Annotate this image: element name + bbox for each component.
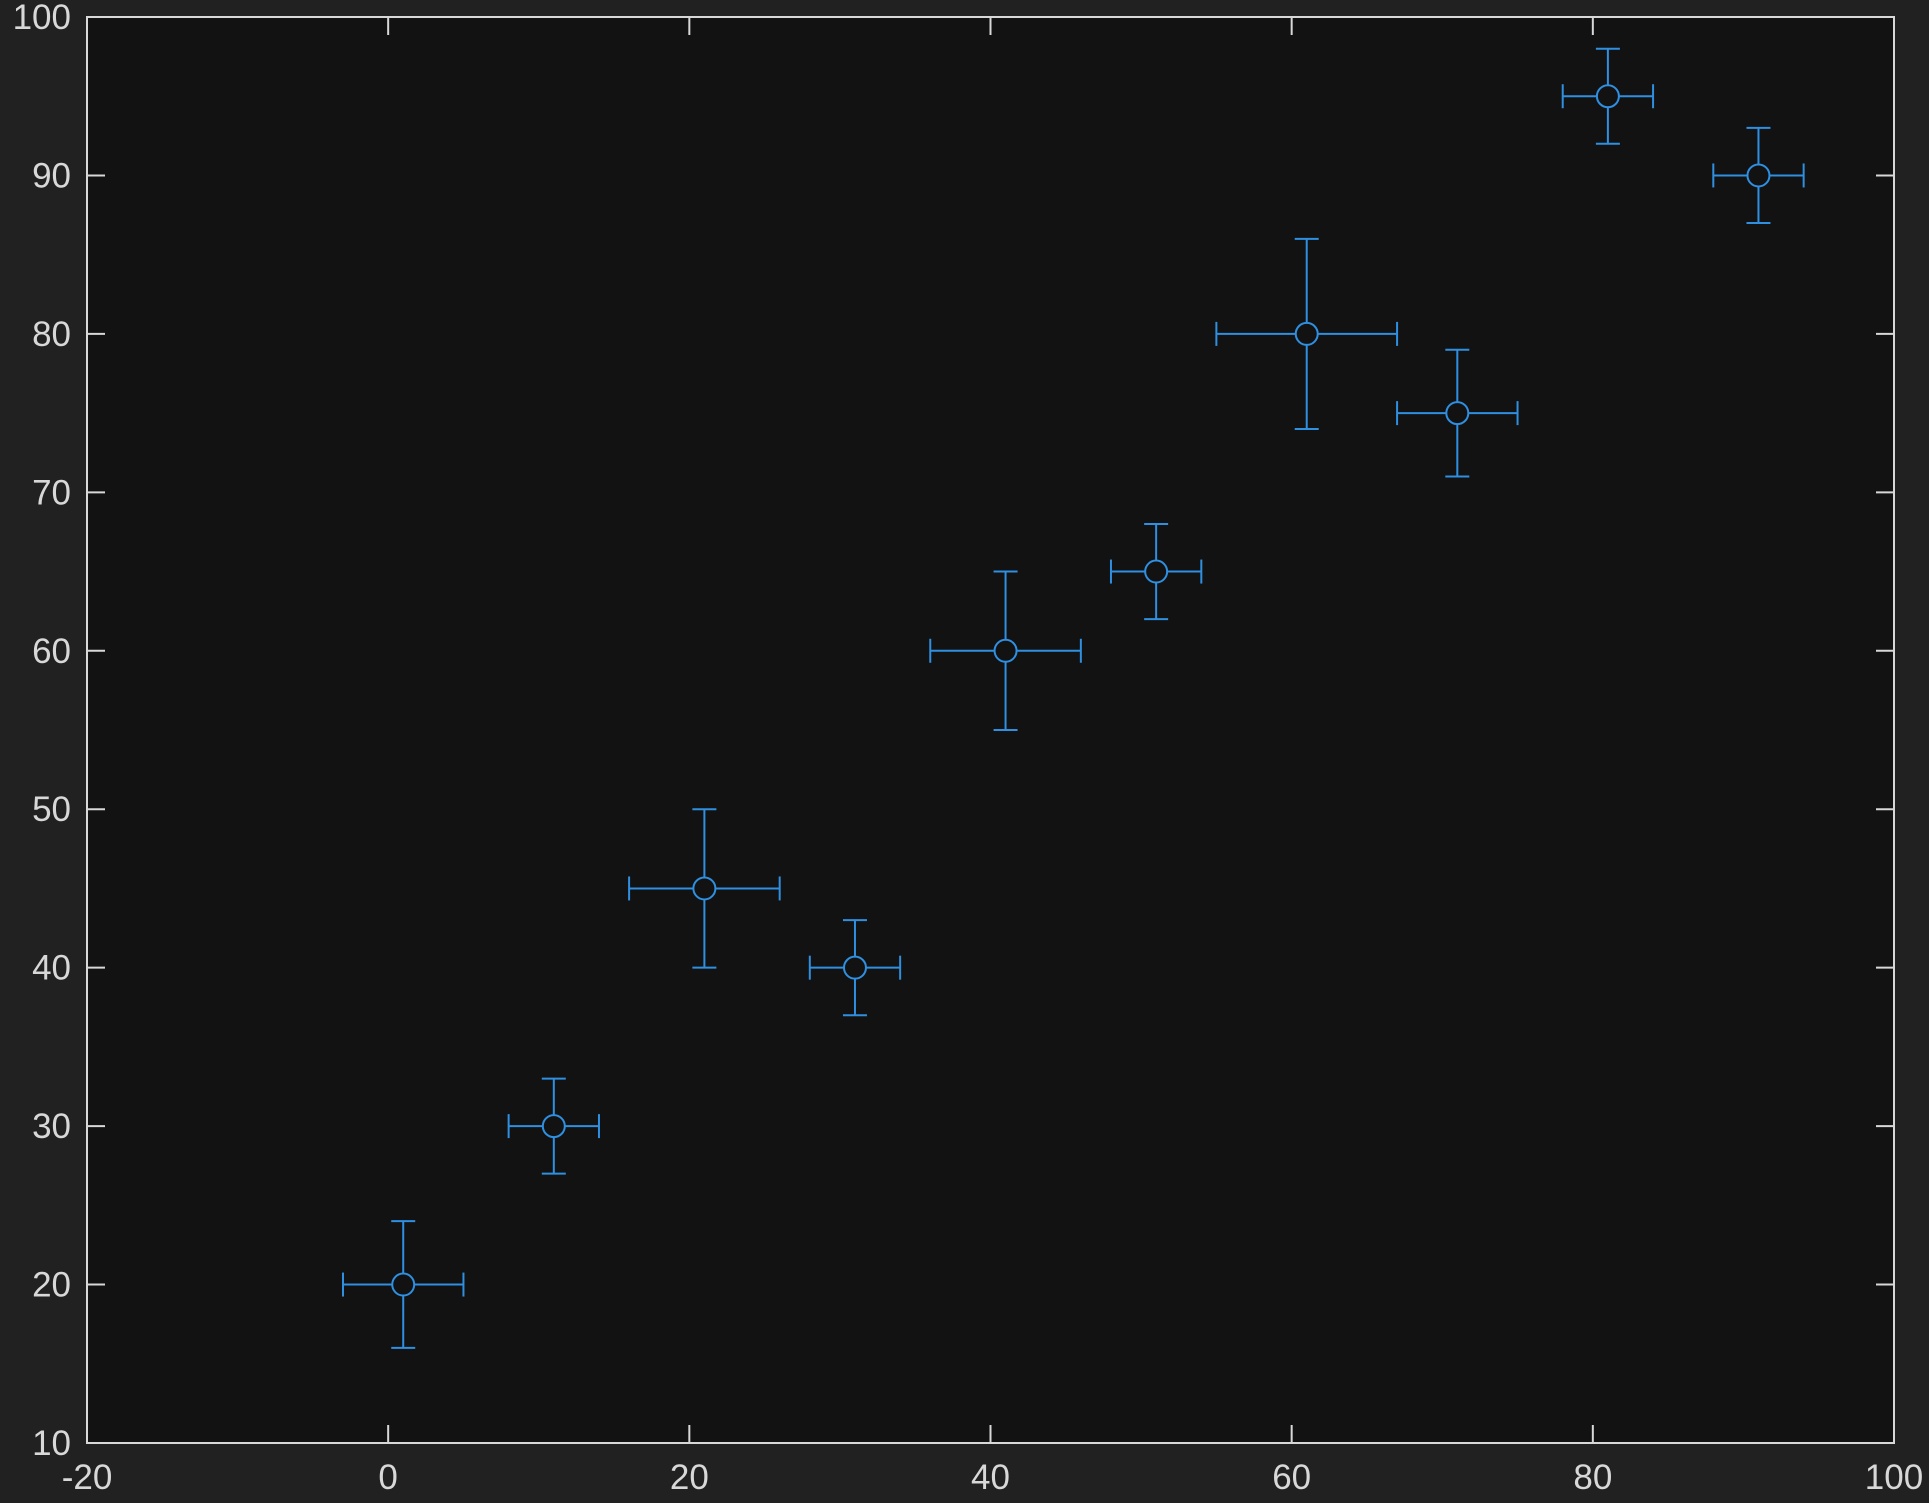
y-tick-label: 20 — [32, 1266, 71, 1305]
circle-marker — [1746, 163, 1771, 188]
circle-marker — [692, 876, 717, 901]
data-point — [341, 1220, 465, 1349]
data-point — [808, 919, 902, 1017]
data-point — [1109, 523, 1203, 621]
circle-marker — [1294, 321, 1319, 346]
x-tick-label: 100 — [1865, 1458, 1923, 1497]
data-point — [1396, 348, 1519, 478]
axes-background — [87, 17, 1894, 1443]
data-point — [929, 570, 1082, 731]
x-tick-label: 0 — [378, 1458, 397, 1497]
y-tick-label: 90 — [32, 156, 71, 195]
circle-marker — [1144, 559, 1169, 584]
data-point — [1215, 237, 1399, 430]
data-point — [1712, 126, 1805, 224]
y-tick-label: 60 — [32, 632, 71, 671]
circle-marker — [1595, 84, 1620, 109]
circle-marker — [391, 1272, 416, 1297]
circle-marker — [1445, 401, 1470, 426]
y-tick-label: 50 — [32, 790, 71, 829]
data-point — [628, 808, 781, 969]
y-tick-label: 70 — [32, 473, 71, 512]
y-tick-label: 80 — [32, 315, 71, 354]
circle-marker — [842, 955, 867, 980]
data-point — [1561, 47, 1655, 145]
y-tick-label: 10 — [32, 1424, 71, 1463]
data-series — [341, 47, 1805, 1349]
x-tick-label: 60 — [1272, 1458, 1311, 1497]
x-tick-label: 20 — [670, 1458, 709, 1497]
circle-marker — [993, 638, 1018, 663]
y-tick-label: 100 — [13, 0, 71, 37]
axes-frame — [86, 16, 1895, 1444]
y-tick-label: 40 — [32, 949, 71, 988]
circle-marker — [541, 1114, 566, 1139]
x-tick-label: -20 — [62, 1458, 113, 1497]
tick-labels: -20 0 20 40 60 80 100 10 20 30 40 50 60 70 80 90 100 — [13, 0, 1924, 1497]
x-tick-label: 80 — [1573, 1458, 1612, 1497]
x-tick-label: 40 — [971, 1458, 1010, 1497]
y-tick-label: 30 — [32, 1107, 71, 1146]
data-point — [507, 1077, 600, 1175]
